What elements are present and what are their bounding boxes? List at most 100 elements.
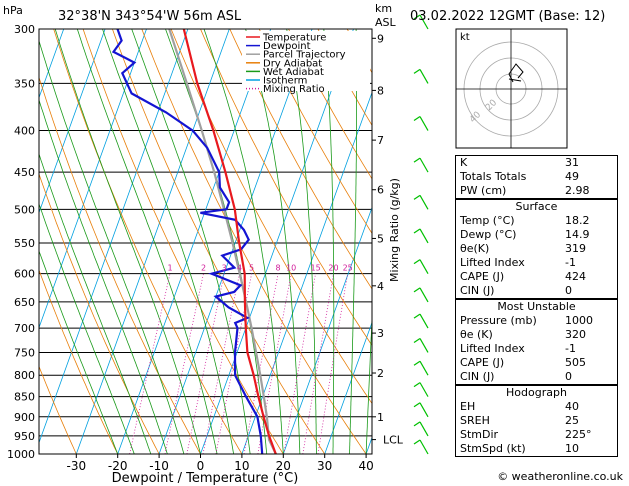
dry-adiabat [229, 29, 372, 290]
x-tick-label: 30 [317, 459, 332, 473]
km-tick-label: 5 [377, 232, 384, 245]
pressure-tick-label: 950 [14, 430, 35, 443]
pressure-tick-label: 650 [14, 296, 35, 309]
wet-adiabat [203, 29, 284, 454]
wind-barb [419, 338, 429, 353]
pressure-tick-label: 800 [14, 369, 35, 382]
pressure-tick-label: 450 [14, 166, 35, 179]
isotherm [282, 206, 372, 454]
row-value: 0 [565, 370, 572, 383]
row-value: 2.98 [565, 184, 590, 197]
table-row: K 31 [456, 156, 618, 171]
row-value: -1 [565, 256, 576, 269]
indices-panel: K 31 Totals Totals 49 PW (cm) 2.98 Surface Tem… [455, 155, 625, 457]
pressure-tick-label: 700 [14, 322, 35, 335]
mixing-ratio-line [283, 273, 316, 454]
mixing-ratio-label: 2 [201, 264, 206, 273]
table-row: CAPE (J) 424 [456, 270, 618, 284]
legend-entry: Dewpoint [263, 41, 311, 52]
wind-barb-flag [413, 259, 421, 265]
pressure-tick-label: 300 [14, 23, 35, 36]
row-value: 424 [565, 270, 586, 283]
km-tick-label: 6 [377, 184, 384, 197]
isotherm [324, 321, 372, 454]
pressure-tick-label: 1000 [7, 448, 35, 461]
wind-barb [419, 313, 429, 329]
row-value: 10 [565, 442, 579, 455]
wind-barb [419, 195, 429, 210]
mixing-ratio-line [317, 273, 349, 454]
pressure-tick-label: 550 [14, 237, 35, 250]
row-label: Lifted Index [460, 256, 525, 269]
row-label: PW (cm) [460, 184, 507, 197]
row-label: Totals Totals [460, 170, 527, 183]
wind-barb-flag [413, 194, 421, 200]
dry-adiabat [82, 29, 284, 454]
row-label: CAPE (J) [460, 356, 505, 369]
pressure-tick-label: 500 [14, 203, 35, 216]
wind-barb [419, 116, 429, 131]
x-tick-label: -10 [149, 459, 169, 473]
pressure-tick-label: 350 [14, 77, 35, 90]
series-parcel-trajectory [168, 29, 277, 454]
row-label: EH [460, 400, 476, 413]
row-label: Dewp (°C) [460, 228, 517, 241]
plot-frame [38, 28, 373, 455]
row-value: 40 [565, 400, 579, 413]
mixing-ratio-line [302, 273, 334, 454]
indices-table: K 31 Totals Totals 49 PW (cm) 2.98 [455, 155, 618, 199]
dry-adiabat [200, 29, 372, 347]
wind-barbs [413, 14, 429, 455]
footer-credit: © weatheronline.co.uk [497, 470, 623, 483]
dry-adiabat [112, 29, 326, 454]
x-axis-label: Dewpoint / Temperature (°C) [112, 471, 299, 486]
mixing-ratio-line [186, 273, 225, 454]
temperature-axis: -30 -20 -10 0 10 20 30 40 [66, 454, 374, 473]
row-label: CIN (J) [460, 370, 495, 383]
mixing-ratio-label: 4 [237, 264, 242, 273]
hodograph-trace [508, 63, 524, 83]
mixing-ratio-line [164, 273, 204, 454]
dry-adiabat [39, 76, 201, 454]
dry-adiabat [170, 29, 372, 405]
wet-adiabat [365, 309, 372, 454]
series-temperature [182, 29, 277, 454]
row-label: K [460, 156, 468, 169]
row-value: 225° [565, 428, 592, 441]
wet-adiabat [39, 39, 185, 454]
mixing-ratio-axis-label: Mixing Ratio (g/kg) [388, 178, 401, 282]
wind-barb-flag [413, 382, 421, 388]
table-title: Surface [515, 200, 558, 213]
pressure-tick-label: 400 [14, 125, 35, 138]
table-row: CIN (J) 0 [456, 370, 618, 385]
table-row: PW (cm) 2.98 [456, 184, 618, 199]
hodograph-title: kt [460, 32, 470, 43]
mixing-ratio-line [243, 273, 279, 454]
wet-adiabat [102, 29, 234, 454]
table-row: Temp (°C) 18.2 [456, 214, 618, 228]
row-label: θe(K) [460, 242, 490, 255]
wind-barb-flag [413, 402, 421, 408]
legend-entry: Dry Adiabat [263, 58, 322, 69]
legend-entry: Mixing Ratio [263, 84, 325, 95]
table-row: Dewp (°C) 14.9 [456, 228, 618, 242]
mixing-ratio-label: 5 [249, 264, 254, 273]
pressure-axis: 300 350 400 450 500 550 600 650 700 750 800 850 900 9… [7, 23, 35, 461]
row-value: 505 [565, 356, 586, 369]
wind-barb-flag [413, 116, 421, 122]
wet-adiabat [286, 29, 317, 454]
table-row: CIN (J) 0 [456, 284, 618, 299]
table-row: θe(K) 319 [456, 242, 618, 256]
x-tick-label: 40 [358, 459, 373, 473]
mixing-ratio-labels: 1 2 3 4 5 8 10 15 20 25 [167, 264, 352, 273]
wet-adiabat [349, 29, 358, 454]
wind-barb-flag [413, 337, 421, 343]
wind-barb [419, 228, 429, 244]
wind-barb [419, 259, 429, 274]
table-header-row: Surface [456, 200, 618, 215]
row-label: θe (K) [460, 328, 493, 341]
km-tick-label: 2 [377, 367, 384, 380]
row-label: Temp (°C) [460, 214, 515, 227]
